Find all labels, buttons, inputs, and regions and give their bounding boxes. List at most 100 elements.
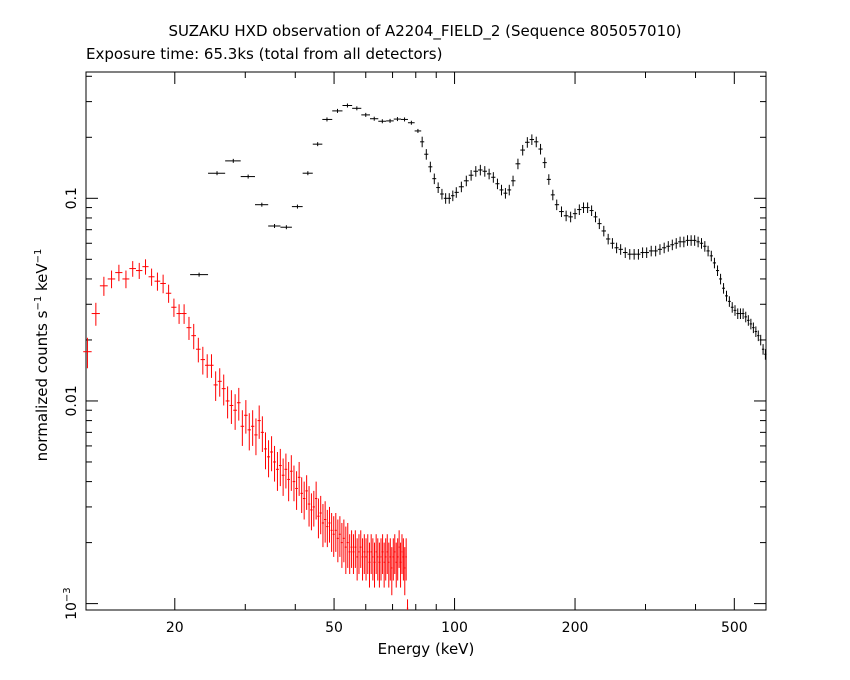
data-point	[402, 538, 405, 581]
data-point	[263, 432, 268, 470]
data-point	[581, 202, 586, 214]
data-point	[107, 270, 116, 289]
data-point	[610, 238, 615, 249]
chart-title: SUZAKU HXD observation of A2204_FIELD_2 …	[168, 22, 682, 40]
data-point	[208, 171, 226, 176]
data-point	[363, 534, 366, 574]
y-tick-label-exponent: −3	[62, 587, 73, 602]
x-tick-label: 500	[721, 620, 748, 636]
data-point	[291, 204, 303, 209]
data-point	[221, 374, 226, 406]
data-point	[666, 241, 671, 252]
data-point	[709, 250, 713, 262]
data-point	[722, 283, 726, 294]
data-point	[706, 245, 710, 257]
data-point	[225, 158, 241, 163]
data-point	[122, 270, 130, 289]
data-point	[674, 238, 679, 249]
data-point	[307, 486, 311, 527]
data-point	[515, 158, 521, 170]
data-point	[383, 542, 385, 588]
data-point	[160, 274, 166, 294]
data-point	[482, 166, 487, 177]
data-point	[657, 244, 663, 255]
data-point	[622, 247, 628, 258]
data-point	[597, 218, 602, 230]
data-point	[278, 448, 282, 487]
data-point	[463, 175, 469, 187]
data-point	[699, 238, 704, 249]
data-point	[392, 538, 395, 581]
tick-labels: 20 50 100 200 500 10−3 0.01 0.1	[62, 187, 748, 636]
data-point	[287, 461, 290, 502]
data-point	[741, 308, 745, 319]
data-point	[229, 390, 234, 424]
data-point	[389, 538, 392, 581]
data-point	[414, 128, 422, 133]
data-point	[317, 498, 320, 539]
data-point	[752, 322, 755, 334]
data-point	[405, 538, 407, 581]
data-point	[142, 259, 149, 275]
data-point	[451, 190, 455, 202]
data-point	[725, 290, 728, 302]
data-point	[270, 436, 274, 472]
data-point	[176, 304, 182, 324]
data-point	[631, 249, 637, 260]
data-point	[359, 530, 362, 568]
data-point	[754, 326, 758, 338]
data-point	[233, 394, 237, 430]
data-point	[696, 236, 700, 248]
data-point	[342, 519, 345, 563]
data-series	[83, 103, 767, 610]
y-tick-label: 0.1	[64, 187, 80, 209]
data-point	[148, 268, 155, 286]
data-point	[267, 440, 271, 478]
y-tick-label-base: 10	[64, 602, 80, 620]
data-point	[352, 106, 362, 111]
data-point	[250, 410, 255, 446]
data-point	[739, 308, 742, 319]
data-point	[491, 172, 496, 183]
data-point	[196, 337, 201, 363]
data-point	[529, 134, 535, 145]
data-point	[681, 236, 686, 248]
series-2	[420, 134, 767, 360]
series-0	[83, 259, 409, 610]
data-point	[375, 534, 377, 574]
data-point	[352, 534, 355, 574]
data-point	[247, 413, 251, 451]
data-point	[499, 184, 504, 196]
data-point	[328, 506, 331, 543]
data-point	[400, 117, 408, 122]
data-point	[568, 211, 573, 223]
x-axis-label: Energy (keV)	[377, 640, 475, 658]
data-point	[572, 208, 578, 220]
data-point	[358, 534, 360, 574]
data-point	[292, 465, 296, 502]
data-point	[618, 244, 623, 255]
data-point	[407, 120, 415, 125]
data-point	[759, 334, 762, 346]
data-point	[346, 522, 349, 568]
data-point	[302, 171, 313, 176]
y-tick-label: 10−3	[62, 587, 80, 620]
axis-ticks	[86, 72, 766, 610]
data-point	[240, 174, 255, 179]
data-point	[273, 445, 276, 482]
data-point	[662, 242, 667, 254]
data-point	[295, 471, 298, 510]
data-point	[336, 519, 339, 563]
data-point	[368, 542, 371, 588]
data-point	[280, 225, 292, 230]
data-point	[727, 296, 731, 307]
data-point	[361, 112, 370, 117]
data-point	[653, 245, 658, 257]
data-point	[135, 262, 143, 279]
data-point	[689, 235, 693, 246]
data-point	[154, 272, 161, 291]
data-point	[312, 142, 323, 147]
data-point	[563, 210, 569, 222]
data-point	[511, 175, 516, 187]
